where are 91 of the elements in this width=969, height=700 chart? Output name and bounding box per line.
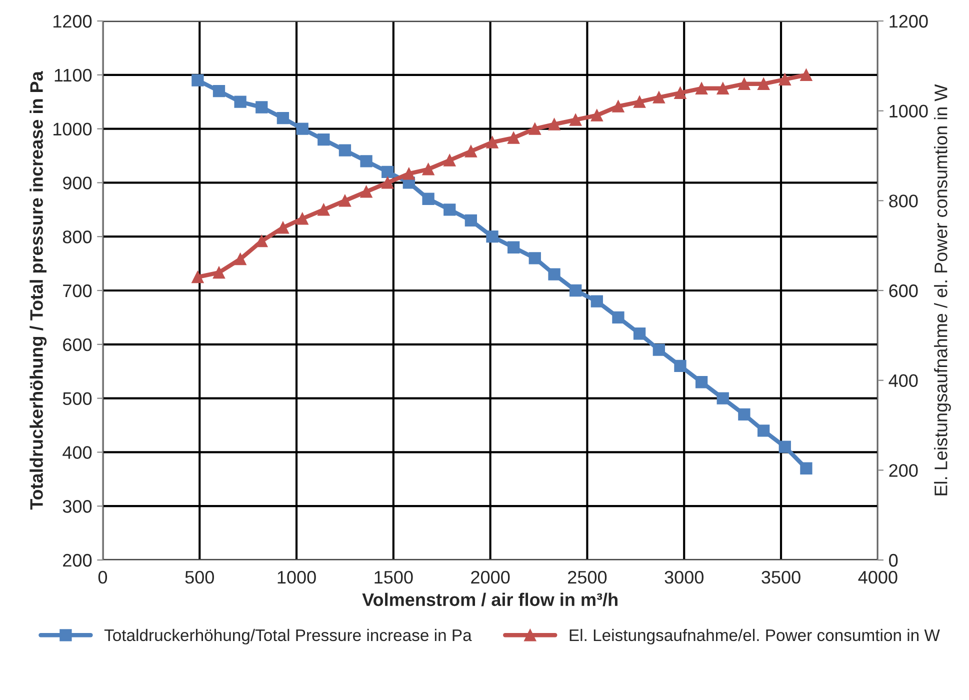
point: [212, 84, 226, 98]
y2-tick-label: 400: [888, 374, 918, 388]
point: [716, 392, 729, 404]
point: [570, 114, 582, 126]
y-tick-label: 1100: [54, 68, 92, 82]
y2-tick-label: 200: [889, 464, 918, 477]
legend-label: El. Leistungsaufnahme/el. Power consumtion in W: [570, 628, 940, 644]
point: [548, 268, 560, 280]
y2-tick-label: 1200: [890, 14, 928, 28]
y2-tick-label: 600: [889, 284, 918, 298]
y-axis-title: Totaldruckerhöhung / Total pressure increase in Pa: [30, 70, 47, 510]
point: [276, 112, 290, 124]
point: [296, 212, 308, 225]
point: [402, 168, 415, 180]
point: [652, 91, 665, 104]
point: [296, 122, 308, 135]
x-axis-title: Volmenstrom / air flow in m³/h: [362, 592, 618, 606]
x-tick-label: 4000: [858, 570, 898, 584]
y2-axis-title: El. Leistungsaufnahme / el. Power consumtion in W: [934, 84, 951, 496]
point: [318, 134, 330, 146]
point: [464, 145, 478, 158]
x-tick-label: 0: [98, 570, 108, 584]
x-tick-label: 1000: [278, 570, 316, 584]
point: [464, 214, 478, 227]
point: [674, 360, 686, 372]
y-tick-label: 400: [62, 446, 92, 459]
y-tick-label: 800: [62, 230, 92, 244]
point: [507, 241, 520, 254]
point: [234, 252, 246, 266]
point: [633, 328, 646, 340]
point: [360, 186, 372, 198]
point: [716, 82, 729, 94]
point: [276, 222, 290, 234]
y-tick-label: 200: [63, 554, 92, 567]
point: [800, 462, 812, 474]
point: [633, 96, 646, 108]
y-tick-label: 900: [63, 176, 92, 190]
point: [444, 204, 456, 216]
point: [778, 440, 791, 453]
point: [778, 73, 791, 86]
x-tick-label: 1500: [374, 570, 413, 584]
point: [360, 155, 372, 168]
point: [318, 204, 330, 216]
x-tick-label: 500: [185, 570, 214, 584]
x-tick-label: 3000: [664, 570, 704, 584]
y-tick-label: 600: [63, 338, 92, 352]
point: [444, 154, 456, 166]
x-tick-label: 2000: [471, 570, 510, 584]
point: [256, 235, 268, 248]
point: [486, 230, 498, 243]
point: [738, 408, 750, 421]
point: [382, 166, 394, 178]
y-tick-label: 1200: [54, 14, 92, 28]
point: [757, 424, 770, 437]
point: [800, 68, 812, 81]
y2-tick-label: 1000: [890, 104, 928, 118]
y-tick-label: 1000: [54, 122, 92, 136]
point: [528, 122, 541, 135]
point: [652, 344, 665, 356]
point: [422, 192, 434, 205]
point: [192, 74, 204, 86]
point: [486, 136, 498, 148]
legend-label: Totaldruckerhöhung/Total Pressure increase in Pa: [104, 628, 472, 644]
point: [757, 78, 770, 90]
point: [590, 295, 603, 308]
point: [192, 270, 204, 284]
point: [528, 252, 541, 264]
point: [212, 266, 226, 279]
point: [570, 284, 582, 297]
point: [738, 78, 750, 90]
point: [338, 144, 352, 156]
point: [256, 101, 268, 114]
y2-tick-label: 0: [889, 554, 898, 567]
y2-tick-label: 800: [889, 194, 918, 208]
point: [422, 163, 434, 176]
point: [590, 109, 603, 122]
point: [548, 118, 560, 130]
point: [382, 176, 394, 189]
point: [234, 96, 246, 108]
y-tick-label: 700: [63, 284, 92, 298]
y-tick-label: 300: [62, 500, 92, 513]
point: [695, 376, 708, 388]
x-tick-label: 2500: [568, 570, 607, 584]
point: [695, 82, 708, 94]
point: [338, 194, 352, 207]
point: [674, 86, 686, 99]
point: [612, 100, 624, 112]
point: [507, 132, 520, 144]
point: [612, 311, 624, 324]
y-tick-label: 500: [62, 392, 92, 406]
x-tick-label: 3500: [762, 570, 800, 584]
